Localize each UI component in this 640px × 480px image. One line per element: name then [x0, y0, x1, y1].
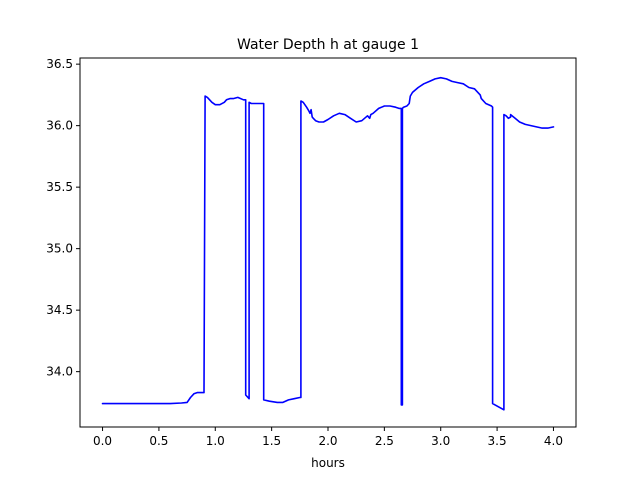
y-axis: 34.0 34.5 35.0 35.5 36.0 36.5	[46, 57, 80, 379]
series-layer	[101, 76, 555, 411]
y-tick-label: 34.5	[46, 303, 73, 317]
y-tick-label: 36.5	[46, 57, 73, 71]
y-tick-label: 35.5	[46, 180, 73, 194]
x-axis: 0.0 0.5 1.0 1.5 2.0 2.5 3.0 3.5 4.0	[93, 427, 563, 448]
x-tick-label: 1.5	[262, 434, 281, 448]
x-tick-label: 0.0	[93, 434, 112, 448]
chart-title: Water Depth h at gauge 1	[237, 37, 419, 53]
y-tick-label: 34.0	[46, 365, 73, 379]
plot-area	[79, 57, 577, 428]
y-tick-label: 35.0	[46, 242, 73, 256]
axes-frame	[79, 57, 577, 428]
series-line	[101, 76, 555, 411]
x-tick-label: 2.5	[375, 434, 394, 448]
x-axis-label: hours	[311, 456, 345, 470]
x-tick-label: 4.0	[544, 434, 563, 448]
x-tick-label: 2.0	[318, 434, 337, 448]
x-tick-label: 0.5	[149, 434, 168, 448]
x-tick-label: 3.5	[488, 434, 507, 448]
y-tick-label: 36.0	[46, 119, 73, 133]
x-tick-label: 3.0	[431, 434, 450, 448]
x-tick-label: 1.0	[206, 434, 225, 448]
